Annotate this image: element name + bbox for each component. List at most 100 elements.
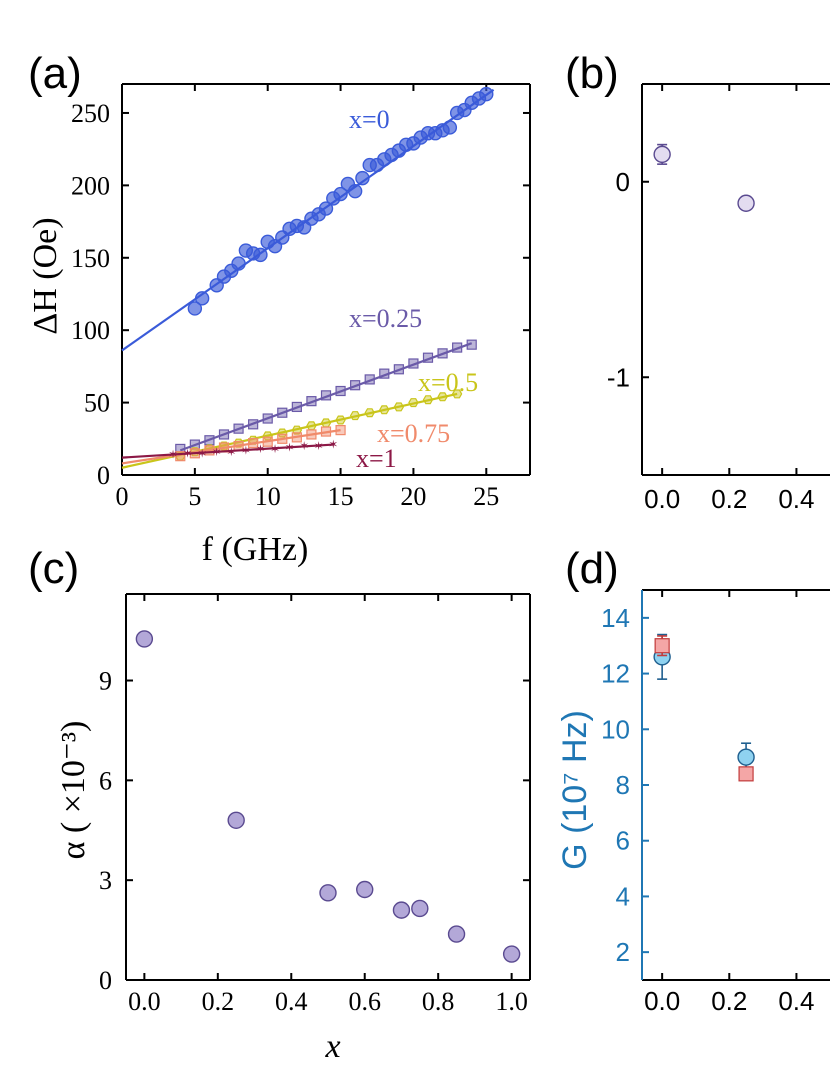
data-point-square xyxy=(306,396,317,407)
panel-c-xlabel: x xyxy=(324,1028,340,1065)
panel-a-xtick-label: 15 xyxy=(328,482,354,511)
data-point-star: ✶ xyxy=(241,443,251,457)
data-point-hexagon xyxy=(291,425,303,435)
data-point-circle xyxy=(319,884,337,902)
panel-a-ytick-label: 100 xyxy=(71,316,110,345)
panel-a-xtick-label: 5 xyxy=(188,482,201,511)
panel-c-ylabel: α ( ×10⁻³) xyxy=(55,721,92,860)
data-point-circle xyxy=(194,291,210,306)
series-3-fit-line xyxy=(121,429,341,465)
panel-c-xtick-label: 1.0 xyxy=(495,987,528,1016)
data-point-circle xyxy=(737,194,755,212)
panel-d-xtick-label: 0.0 xyxy=(644,986,680,1016)
data-point-circle xyxy=(231,256,246,271)
data-point-hexagon xyxy=(408,398,419,408)
data-point-star: ✶ xyxy=(183,446,193,460)
data-point-square xyxy=(364,374,375,385)
series-label-2: x=0.5 xyxy=(418,368,478,397)
panel-b-xtick-label: 0.0 xyxy=(644,484,680,514)
series-label-3: x=0.75 xyxy=(377,419,450,448)
data-point-circle xyxy=(411,899,429,918)
panel-label-a: (a) xyxy=(28,49,82,98)
data-point-circle xyxy=(135,630,154,648)
panel-d-ylabel: G (10⁷ Hz) xyxy=(556,710,594,870)
panel-d-ytick-label: 6 xyxy=(616,826,630,856)
data-point-square xyxy=(466,339,477,350)
panel-d-ytick-label: 14 xyxy=(601,603,630,633)
data-point-circle xyxy=(333,186,348,202)
data-point-star: ✶ xyxy=(314,439,324,453)
panel-label-c: (c) xyxy=(28,544,79,593)
panel-d-ytick-label: 4 xyxy=(616,881,630,911)
data-point-star: ✶ xyxy=(168,448,178,462)
series-label-0: x=0 xyxy=(349,105,390,134)
panel-a-xlabel: f (GHz) xyxy=(202,531,309,568)
panel-a-ytick-label: 250 xyxy=(71,99,110,128)
panel-a-ytick-label: 50 xyxy=(84,389,110,418)
data-point-star: ✶ xyxy=(270,442,280,456)
panel-c-ytick-label: 3 xyxy=(99,866,112,895)
panel-c-ytick-label: 6 xyxy=(99,766,112,795)
panel-d-ytick-label: 12 xyxy=(601,659,630,689)
panel-c-xtick-label: 0.4 xyxy=(275,987,308,1016)
data-point-circle xyxy=(347,183,363,199)
panel-a-xtick-label: 20 xyxy=(400,482,426,511)
panel-c-xtick-label: 0.8 xyxy=(422,987,455,1016)
panel-d-ytick-label: 10 xyxy=(601,714,630,744)
panel-a-ytick-label: 0 xyxy=(97,461,110,490)
series-label-4: x=1 xyxy=(356,444,397,473)
panel-d-ytick-label: 2 xyxy=(616,937,630,967)
panel-d-ytick-label: 8 xyxy=(616,770,630,800)
data-point-circle xyxy=(318,201,334,216)
data-point-square xyxy=(437,348,448,359)
panel-c-xtick-label: 0.0 xyxy=(128,987,161,1016)
data-point-hexagon xyxy=(437,392,448,402)
panel-b-plot: 0.0 0.2 0.4 0 -1 xyxy=(607,83,830,514)
data-point-circle xyxy=(442,120,458,135)
data-point-square xyxy=(277,407,288,418)
data-point-hexagon xyxy=(422,395,434,405)
data-point-square xyxy=(422,352,434,363)
data-point-square xyxy=(738,766,754,782)
panel-c-ytick-label: 0 xyxy=(99,966,112,995)
data-point-circle xyxy=(187,301,203,316)
data-point-hexagon xyxy=(306,421,317,431)
data-point-circle xyxy=(227,811,245,829)
panel-c-ytick-label: 9 xyxy=(99,667,112,696)
data-point-circle xyxy=(653,145,671,164)
data-point-hexagon xyxy=(379,405,390,415)
data-point-square xyxy=(393,364,404,375)
data-point-square xyxy=(204,445,215,456)
panel-c-xtick-label: 0.6 xyxy=(348,987,381,1016)
panel-label-d: (d) xyxy=(565,544,619,593)
data-point-star: ✶ xyxy=(255,442,265,456)
data-point-square xyxy=(320,390,332,401)
data-point-circle xyxy=(737,748,755,766)
panel-b-xtick-label: 0.2 xyxy=(711,484,747,514)
data-point-star: ✶ xyxy=(299,439,309,453)
data-point-hexagon xyxy=(393,402,405,412)
data-point-circle xyxy=(447,925,466,943)
panel-c-plot: 0.0 0.2 0.4 0.6 0.8 1.0 0 3 6 9 xyxy=(99,593,531,1016)
panel-a-xtick-label: 25 xyxy=(473,482,499,511)
panel-a-ytick-label: 150 xyxy=(71,244,110,273)
panel-a-xtick-label: 0 xyxy=(116,482,129,511)
data-point-star: ✶ xyxy=(285,440,295,454)
data-point-square xyxy=(233,423,244,434)
data-point-square xyxy=(654,638,670,654)
data-point-hexagon xyxy=(451,389,463,399)
data-point-square xyxy=(408,358,419,369)
data-point-circle xyxy=(392,901,411,919)
panel-a-ylabel: ΔH (Oe) xyxy=(27,217,64,334)
data-point-square xyxy=(262,436,273,447)
data-point-square xyxy=(291,401,302,413)
panel-a-ytick-label: 200 xyxy=(71,171,110,200)
data-point-circle xyxy=(253,247,268,263)
data-point-square xyxy=(320,426,332,437)
data-point-star: ✶ xyxy=(197,446,207,460)
panel-d-plot: 0.0 0.2 0.4 2 4 6 8 10 12 14 xyxy=(601,589,830,1016)
panel-c-xtick-label: 0.2 xyxy=(202,987,235,1016)
data-point-square xyxy=(350,380,361,391)
